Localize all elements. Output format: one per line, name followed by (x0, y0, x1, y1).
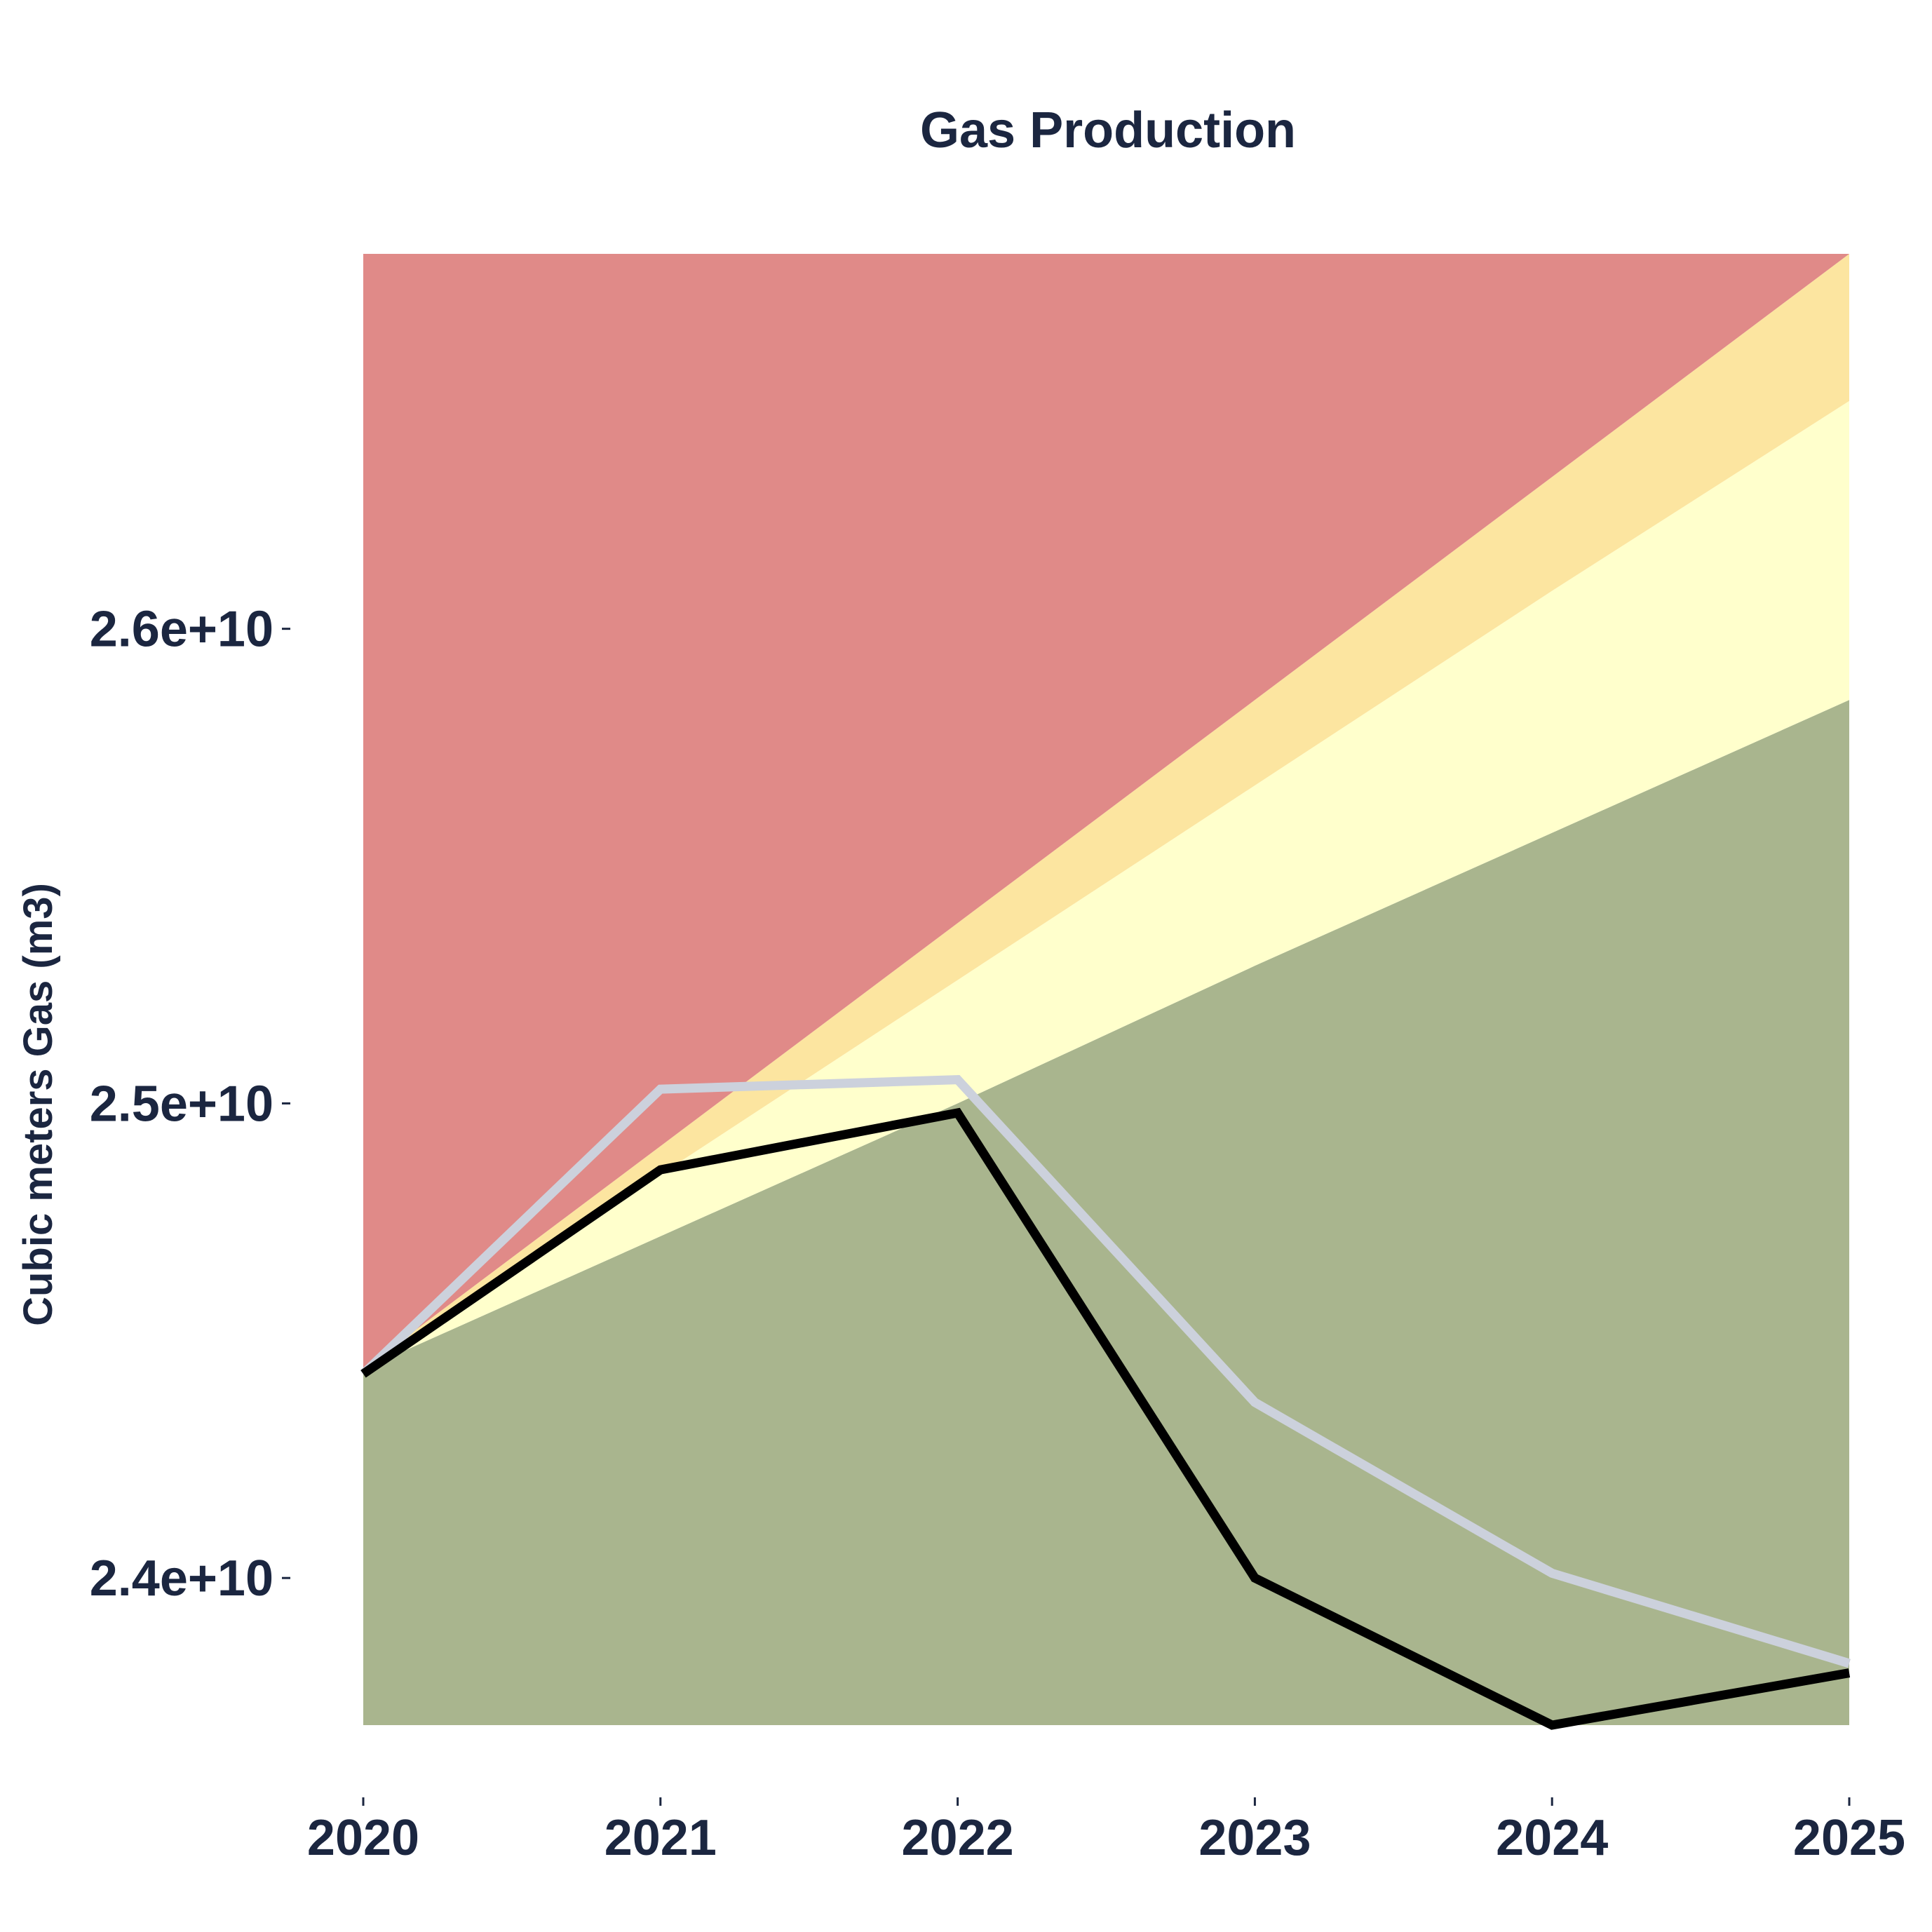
chart-title: Gas Production (920, 102, 1296, 158)
forecast-bands (363, 254, 1849, 1725)
y-tick-label: 2.6e+10 (90, 602, 273, 658)
band-0 (363, 700, 1849, 1725)
x-tick-label: 2023 (1198, 1810, 1311, 1866)
y-axis-label: Cubic meters Gas (m3) (15, 883, 61, 1326)
x-tick-label: 2021 (604, 1810, 717, 1866)
series-lines (360, 1074, 1851, 1730)
y-axis: 2.4e+10 2.5e+10 2.6e+10 (90, 602, 290, 1607)
x-axis: 2020 2021 2022 2023 2024 2025 (307, 1797, 1905, 1866)
x-tick-label: 2020 (307, 1810, 419, 1866)
x-tick-label: 2025 (1793, 1810, 1905, 1866)
y-tick-label: 2.4e+10 (90, 1551, 273, 1607)
series-line-1 (360, 1107, 1851, 1730)
band-2 (363, 254, 1849, 1370)
x-tick-label: 2022 (902, 1810, 1014, 1866)
x-tick-label: 2024 (1496, 1810, 1608, 1866)
y-tick-label: 2.5e+10 (90, 1076, 273, 1132)
band-1 (363, 400, 1849, 1370)
series-line-0 (360, 1074, 1851, 1668)
